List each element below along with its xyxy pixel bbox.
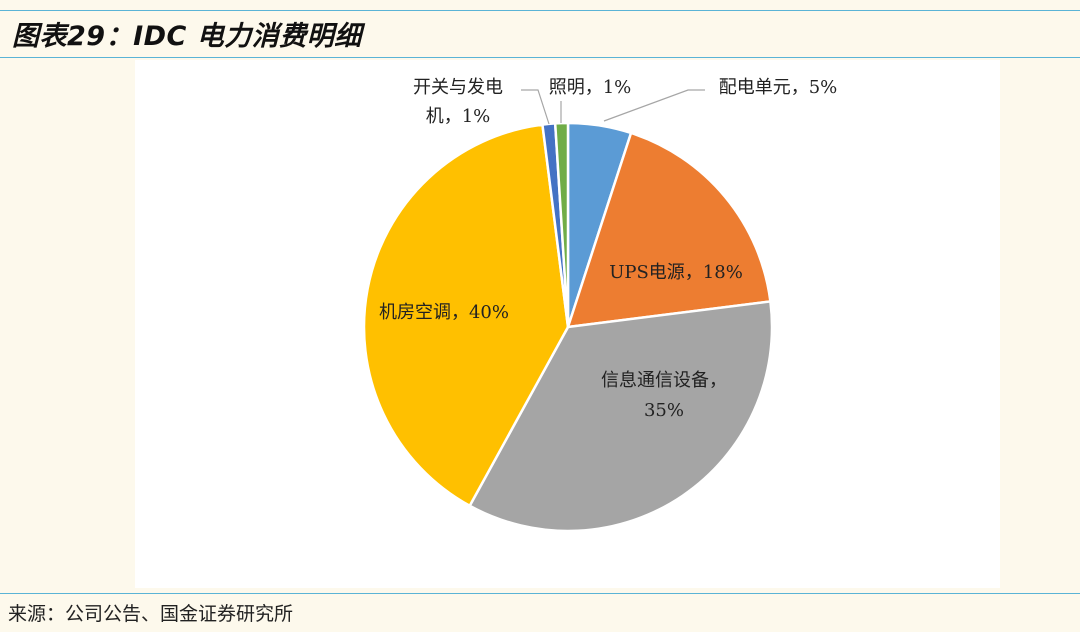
slice-label-5: 开关与发电机，1% (413, 77, 503, 127)
bottom-rule (0, 593, 1080, 594)
slice-label-4: 机房空调，40% (379, 302, 509, 323)
leader-line-1 (603, 89, 705, 122)
pie-slice-6 (553, 121, 570, 328)
pie-slice-2 (566, 131, 772, 329)
leader-lines (521, 89, 705, 125)
title-rule (0, 57, 1080, 58)
slice-labels: 配电单元，5% UPS电源，18% 信息通信设备， 35% 机房空调，40% 开关与发电机… (379, 77, 837, 421)
leader-line-5 (521, 89, 550, 125)
pie-slice-3 (468, 300, 774, 533)
slice-label-2: UPS电源，18% (609, 262, 743, 283)
source-note: 来源：公司公告、国金证券研究所 (8, 603, 294, 625)
slice-label-1: 配电单元，5% (719, 77, 838, 98)
top-rule (0, 10, 1080, 11)
slice-label-6: 照明，1% (549, 77, 632, 98)
pie-slice-4 (362, 123, 570, 508)
figure-title: 图表29：IDC 电力消费明细 (12, 21, 362, 52)
slice-label-3: 信息通信设备， 35% (601, 370, 727, 421)
pie-slices (362, 121, 774, 533)
